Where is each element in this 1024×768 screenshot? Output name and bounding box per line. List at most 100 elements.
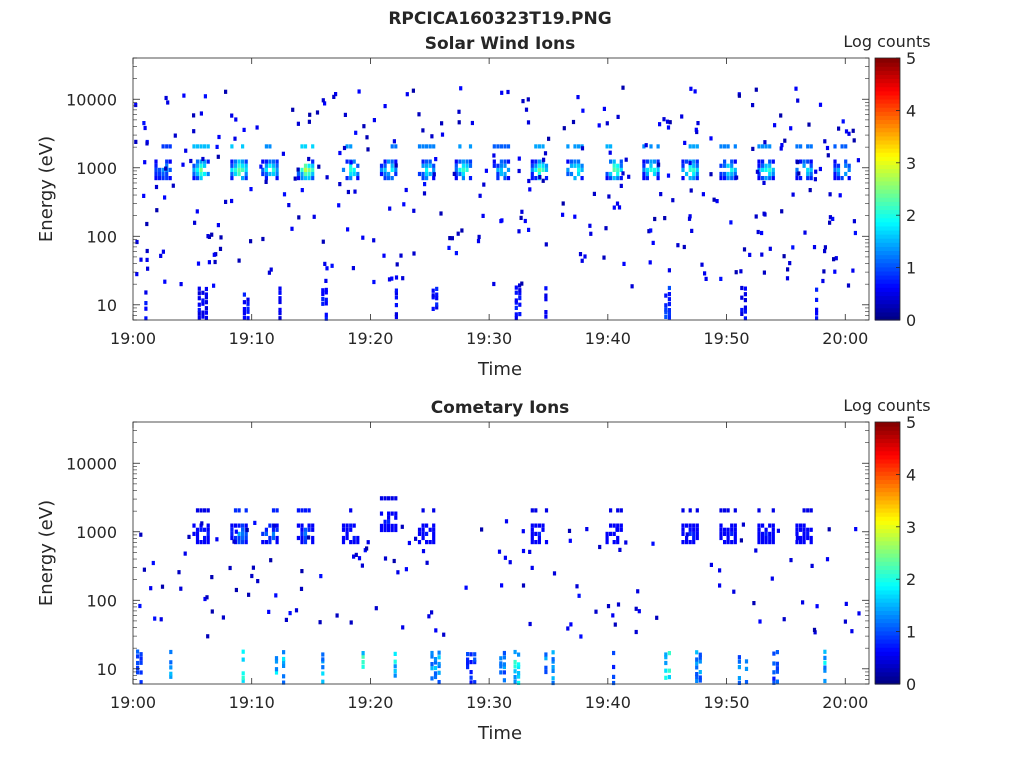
colorbar-segment bbox=[875, 630, 900, 636]
heatmap-cell bbox=[544, 665, 548, 670]
heatmap-cell bbox=[168, 144, 172, 149]
colorbar-segment bbox=[875, 663, 900, 669]
panel-solar-wind-ions: Solar Wind Ions 19:00 19:10 19:20 19:30 19:4… bbox=[36, 32, 931, 380]
heatmap-cell bbox=[528, 549, 532, 554]
heatmap-cell bbox=[349, 163, 353, 168]
heatmap-cell bbox=[432, 176, 436, 181]
heatmap-cell bbox=[604, 226, 608, 231]
heatmap-cell bbox=[768, 523, 772, 528]
heatmap-cell bbox=[757, 535, 761, 541]
heatmap-cell bbox=[300, 176, 304, 181]
heatmap-cell bbox=[649, 144, 653, 149]
colorbar-segment bbox=[875, 475, 900, 480]
heatmap-cell bbox=[232, 539, 236, 544]
heatmap-cell bbox=[264, 159, 268, 164]
heatmap-cell bbox=[230, 176, 234, 181]
heatmap-cell bbox=[469, 680, 473, 685]
heatmap-cell bbox=[664, 660, 668, 666]
heatmap-cell bbox=[612, 205, 616, 210]
heatmap-cell bbox=[434, 157, 438, 162]
heatmap-cell bbox=[157, 176, 162, 181]
heatmap-cell bbox=[421, 144, 425, 149]
heatmap-cell bbox=[616, 602, 621, 607]
heatmap-cell bbox=[844, 129, 849, 134]
heatmap-cell bbox=[430, 662, 434, 667]
heatmap-cell bbox=[237, 540, 241, 545]
heatmap-cell bbox=[795, 144, 799, 149]
heatmap-cell bbox=[421, 531, 425, 536]
colorbar-segment bbox=[875, 512, 900, 517]
heatmap-cell bbox=[221, 615, 225, 620]
heatmap-cell bbox=[379, 511, 384, 516]
heatmap-cell bbox=[404, 567, 408, 572]
heatmap-cell bbox=[233, 163, 238, 168]
heatmap-cell bbox=[642, 167, 646, 172]
heatmap-cell bbox=[274, 670, 279, 675]
heatmap-cell bbox=[271, 527, 276, 532]
heatmap-cell bbox=[818, 166, 822, 172]
heatmap-cell bbox=[502, 662, 506, 667]
heatmap-cell bbox=[799, 144, 803, 149]
heatmap-cell bbox=[338, 182, 342, 187]
colorbar-segment bbox=[875, 557, 900, 562]
heatmap-cell bbox=[812, 627, 817, 632]
heatmap-cell bbox=[192, 113, 196, 118]
heatmap-cell bbox=[165, 159, 169, 164]
heatmap-cell bbox=[204, 286, 208, 292]
heatmap-cell bbox=[321, 665, 325, 670]
heatmap-cell bbox=[261, 171, 265, 177]
colorbar-segment bbox=[875, 430, 900, 435]
heatmap-cell bbox=[719, 276, 723, 281]
heatmap-cell bbox=[394, 303, 398, 308]
heatmap-cell bbox=[739, 269, 743, 274]
heatmap-cell bbox=[503, 171, 507, 177]
colorbar-segment bbox=[875, 565, 900, 570]
heatmap-cell bbox=[583, 254, 587, 259]
heatmap-cell bbox=[199, 144, 203, 149]
heatmap-cell bbox=[352, 159, 356, 164]
panel-cometary-ions: Cometary Ions 19:00 19:10 19:20 19:30 19:40 1… bbox=[36, 396, 931, 744]
heatmap-cell bbox=[757, 508, 761, 513]
heatmap-cell bbox=[502, 664, 506, 670]
heatmap-cell bbox=[551, 659, 555, 664]
heatmap-cell bbox=[737, 665, 741, 670]
heatmap-cell bbox=[271, 508, 276, 513]
heatmap-cell bbox=[145, 221, 149, 227]
colorbar-segment bbox=[875, 434, 900, 439]
colorbar-tick-label: 4 bbox=[906, 465, 916, 484]
heatmap-cell bbox=[773, 123, 777, 128]
heatmap-cell bbox=[425, 159, 429, 164]
heatmap-cell bbox=[802, 527, 806, 532]
heatmap-cell bbox=[465, 163, 469, 168]
heatmap-cell bbox=[681, 163, 685, 168]
heatmap-cell bbox=[430, 666, 434, 671]
heatmap-cell bbox=[664, 314, 668, 319]
heatmap-cell bbox=[521, 99, 525, 104]
colorbar-segment bbox=[875, 184, 900, 190]
heatmap-cell bbox=[278, 316, 282, 321]
heatmap-cell bbox=[733, 159, 737, 164]
heatmap-cell bbox=[299, 586, 304, 591]
heatmap-cell bbox=[278, 299, 282, 305]
heatmap-cell bbox=[809, 159, 813, 164]
heatmap-cell bbox=[530, 163, 534, 168]
heatmap-cell bbox=[460, 228, 464, 233]
colorbar-segment bbox=[875, 270, 900, 276]
colorbar-segment bbox=[875, 303, 900, 309]
colorbar-segment bbox=[875, 139, 900, 145]
heatmap-cell bbox=[383, 527, 387, 533]
heatmap-cell bbox=[206, 527, 210, 532]
heatmap-cell bbox=[503, 159, 507, 164]
heatmap-cell bbox=[514, 316, 518, 321]
heatmap-cell bbox=[656, 159, 660, 164]
heatmap-cell bbox=[719, 163, 723, 168]
colorbar-tick-label: 2 bbox=[906, 206, 916, 225]
heatmap-cell bbox=[541, 167, 545, 172]
heatmap-cell bbox=[537, 531, 541, 536]
heatmap-cell bbox=[813, 630, 817, 635]
heatmap-cell bbox=[771, 508, 775, 513]
heatmap-cell bbox=[775, 669, 779, 674]
heatmap-cell bbox=[527, 178, 531, 184]
heatmap-cell bbox=[602, 106, 606, 111]
heatmap-cell bbox=[657, 162, 661, 167]
